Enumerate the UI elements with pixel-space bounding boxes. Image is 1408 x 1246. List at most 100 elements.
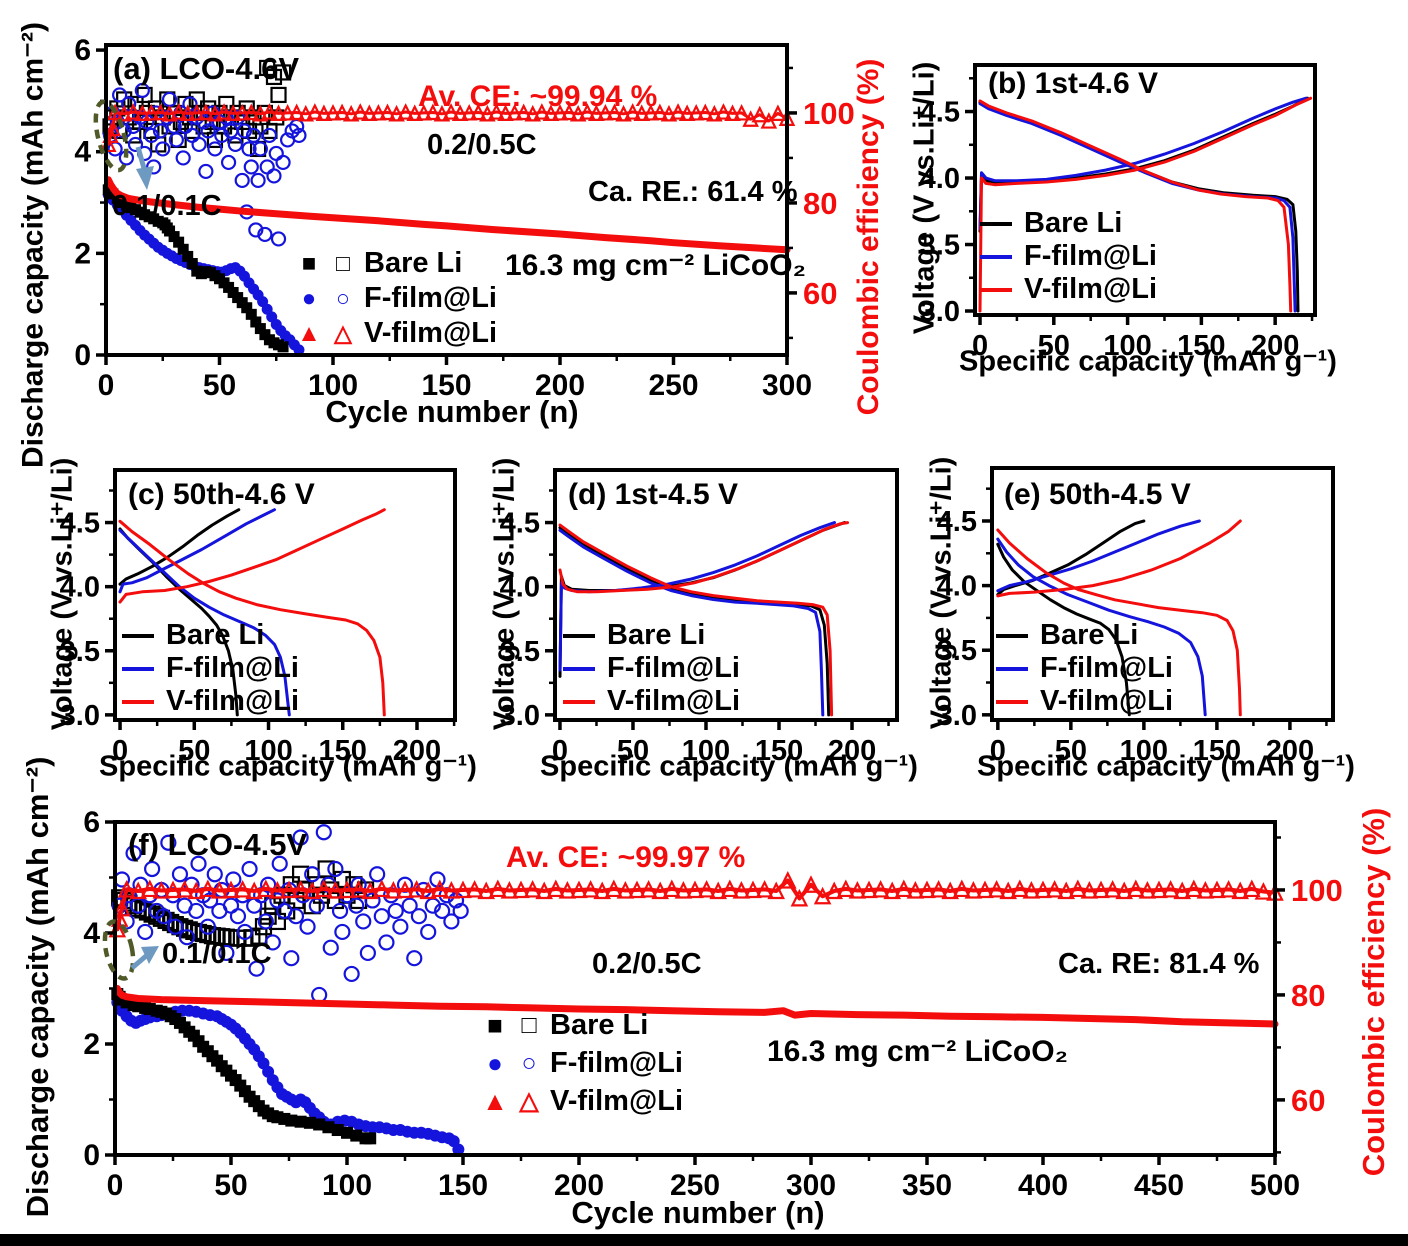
marker-open-triangle	[605, 879, 623, 898]
y2-tick-label: 60	[803, 276, 837, 311]
panel-c-plot: 0 50 100 150 200 3.0 3.5 4.0 4.5	[60, 468, 457, 767]
marker-open-circle	[248, 960, 265, 977]
marker-open-triangle	[373, 879, 391, 898]
legend-panel-a: ■ □ Bare Li ● ○ F-film@Li ▲ △ V-film@Li	[292, 246, 497, 351]
red-line-swatch-icon	[996, 699, 1028, 704]
marker-open-triangle	[1161, 879, 1180, 898]
y-tick-label: 0	[83, 1139, 100, 1172]
marker-open-circle	[299, 918, 316, 935]
marker-open-triangle	[433, 104, 451, 122]
marker-open-triangle	[143, 103, 160, 121]
marker-open-triangle	[588, 104, 605, 121]
marker-open-triangle	[976, 880, 994, 899]
marker-open-circle	[291, 127, 307, 144]
series-line	[558, 528, 825, 717]
x-tick-label: 100	[322, 1169, 372, 1202]
marker-open-circle	[214, 127, 230, 144]
marker-open-triangle	[697, 103, 714, 121]
annotation-formation-rate-a: 0.1/0.1C	[112, 190, 222, 222]
x-axis-label-d: Specific capacity (mAh g⁻¹)	[540, 750, 918, 783]
blue-line-swatch-icon	[122, 666, 154, 671]
black-line-swatch-icon	[122, 633, 154, 638]
marker-open-triangle	[871, 879, 890, 898]
marker-open-circle	[252, 141, 268, 157]
marker-open-triangle	[361, 104, 378, 121]
marker-open-triangle	[113, 898, 131, 917]
marker-open-circle	[259, 159, 275, 175]
marker-open-triangle	[964, 881, 983, 899]
black-line-swatch-icon	[996, 633, 1028, 638]
y-tick-label: 6	[83, 806, 100, 839]
y-tick-label: 3.5	[937, 635, 977, 667]
marker-open-triangle	[651, 103, 669, 121]
marker-open-triangle	[188, 103, 206, 121]
y-tick-label: 4	[74, 136, 91, 169]
marker-open-triangle	[779, 871, 797, 889]
marker-open-circle	[112, 87, 128, 103]
marker-open-triangle	[297, 104, 315, 122]
x-tick-label: 150	[1193, 735, 1241, 767]
marker-open-circle	[322, 939, 339, 956]
marker-open-triangle	[206, 104, 224, 122]
x-tick-label: 0	[972, 330, 988, 362]
annotation-ca-re-a: Ca. RE.: 61.4 %	[588, 176, 798, 208]
marker-open-circle	[155, 141, 171, 157]
marker-open-circle	[218, 944, 235, 962]
open-circle-icon: ○	[336, 285, 350, 311]
marker-open-circle	[245, 127, 262, 144]
marker-open-triangle	[1150, 880, 1168, 899]
marker-open-triangle	[106, 103, 124, 121]
marker-open-circle	[143, 127, 159, 144]
marker-open-triangle	[1243, 879, 1261, 898]
marker-open-triangle	[542, 104, 560, 121]
marker-open-circle	[373, 908, 390, 925]
marker-open-circle	[250, 172, 266, 189]
filled-square-icon: ■	[301, 249, 317, 277]
x-tick-label: 200	[393, 735, 441, 767]
marker-open-circle	[206, 866, 223, 883]
marker-open-triangle	[678, 104, 696, 121]
marker-open-triangle	[497, 104, 514, 121]
marker-open-triangle	[419, 881, 437, 900]
y-axis-label-c: Voltage (V vs.Li⁺/Li)	[46, 457, 79, 731]
marker-open-triangle	[755, 879, 774, 898]
marker-open-triangle	[257, 879, 275, 898]
marker-open-circle	[270, 231, 287, 247]
marker-open-triangle	[651, 881, 669, 900]
marker-open-square	[270, 86, 287, 104]
marker-open-circle	[434, 902, 451, 920]
x-tick-label: 450	[1134, 1169, 1184, 1202]
panel-f-plot: 0 50 100 150 200 250 300 350 400 450 500 0 2 4 6 100 80 6…	[83, 806, 1342, 1202]
x-tick-label: 50	[214, 1169, 247, 1202]
marker-open-triangle	[424, 103, 442, 121]
marker-open-circle	[198, 163, 214, 180]
marker-open-triangle	[245, 881, 263, 900]
legend-label-f-film: F-film@Li	[607, 652, 740, 684]
marker-open-triangle	[315, 879, 333, 898]
x-tick-label: 500	[1250, 1169, 1300, 1202]
marker-open-triangle	[813, 886, 832, 905]
marker-open-triangle	[379, 103, 396, 121]
y2-axis-label-a: Coulombic efficiency (%)	[852, 58, 885, 416]
marker-open-circle	[257, 913, 274, 930]
black-line-swatch-icon	[563, 633, 595, 638]
plot-frame	[553, 468, 899, 722]
legend-row-v-film: V-film@Li	[980, 273, 1157, 306]
y-tick-label: 4.5	[937, 506, 977, 538]
marker-open-circle	[410, 908, 428, 925]
marker-open-triangle	[1219, 879, 1238, 898]
marker-open-circle	[420, 923, 437, 941]
marker-open-circle	[350, 876, 367, 893]
marker-open-triangle	[663, 879, 681, 898]
marker-open-triangle	[261, 103, 278, 120]
y-tick-label: 0	[74, 339, 91, 372]
marker-open-triangle	[1254, 882, 1273, 900]
marker-open-triangle	[941, 881, 959, 900]
x-tick-label: 0	[107, 1169, 124, 1202]
marker-open-triangle	[918, 880, 936, 899]
series-line	[118, 508, 241, 586]
series-line	[113, 985, 1279, 1028]
marker-open-circle	[266, 168, 282, 184]
marker-open-triangle	[987, 879, 1006, 898]
y-tick-label: 2	[74, 237, 91, 270]
